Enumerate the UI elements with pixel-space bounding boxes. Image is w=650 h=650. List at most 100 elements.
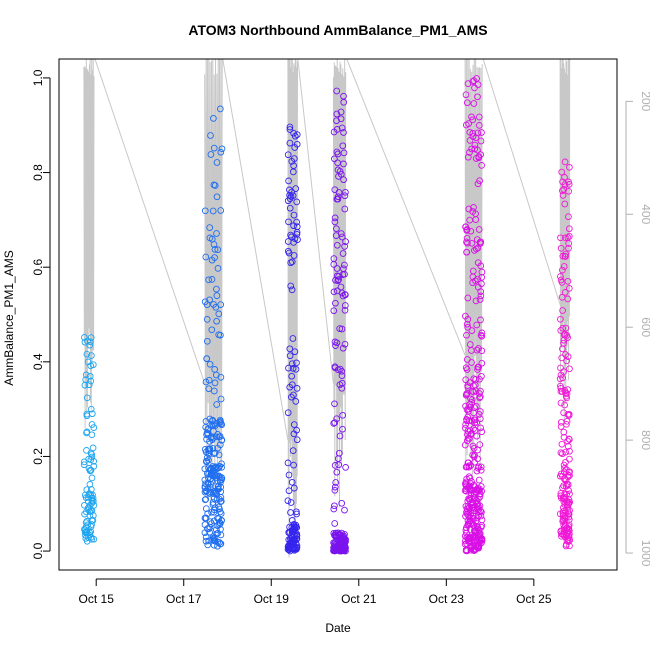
data-point xyxy=(565,496,573,504)
data-point xyxy=(293,229,301,236)
data-point xyxy=(202,495,210,503)
data-point xyxy=(213,230,220,237)
data-point xyxy=(476,393,484,401)
data-point xyxy=(86,341,94,349)
data-point xyxy=(217,207,225,214)
data-point xyxy=(215,310,223,318)
data-point xyxy=(475,363,482,371)
data-point xyxy=(463,390,470,398)
data-point xyxy=(331,214,339,222)
data-point xyxy=(565,244,572,252)
data-point xyxy=(216,508,224,516)
data-point xyxy=(217,301,225,308)
data-point xyxy=(210,517,218,525)
data-point xyxy=(333,543,341,550)
data-point xyxy=(463,524,470,532)
data-point xyxy=(564,507,572,515)
data-point xyxy=(87,352,95,359)
data-point xyxy=(565,285,573,292)
data-point xyxy=(291,235,299,242)
data-point xyxy=(216,105,224,113)
data-point xyxy=(477,512,485,520)
data-point xyxy=(473,236,481,243)
data-point xyxy=(290,522,298,529)
data-point xyxy=(289,365,297,372)
data-point xyxy=(476,441,484,448)
data-point xyxy=(293,198,301,206)
data-point xyxy=(81,334,88,341)
data-point xyxy=(475,154,483,162)
data-point xyxy=(330,505,338,513)
data-point xyxy=(206,528,213,536)
data-point xyxy=(557,364,564,372)
data-point xyxy=(204,541,212,549)
data-point xyxy=(468,399,476,406)
data-point xyxy=(557,449,565,457)
data-point xyxy=(466,403,474,411)
data-point xyxy=(464,427,472,435)
data-point xyxy=(462,376,470,384)
data-point xyxy=(339,142,347,150)
data-point xyxy=(463,248,471,256)
data-point xyxy=(477,292,485,300)
data-point xyxy=(463,540,470,547)
data-point xyxy=(558,354,566,362)
data-point xyxy=(286,345,294,353)
data-point xyxy=(217,488,225,496)
data-point xyxy=(557,315,564,323)
data-point xyxy=(334,150,342,158)
data-point xyxy=(334,166,342,174)
data-point xyxy=(285,471,293,479)
data-point xyxy=(561,401,568,409)
data-point xyxy=(332,299,339,307)
data-point xyxy=(213,285,220,293)
data-point xyxy=(565,410,573,418)
data-point xyxy=(472,216,480,223)
data-point xyxy=(206,360,214,368)
data-point xyxy=(565,225,573,233)
data-point xyxy=(560,263,568,270)
data-point xyxy=(288,478,296,486)
data-point xyxy=(216,505,223,513)
data-point xyxy=(566,365,573,373)
data-point xyxy=(563,357,570,365)
data-point xyxy=(463,234,471,242)
data-point xyxy=(473,419,480,426)
data-point xyxy=(290,391,297,399)
data-point xyxy=(217,395,225,403)
y-tick-label: 0.6 xyxy=(31,259,45,276)
data-point xyxy=(80,458,88,466)
data-point xyxy=(467,520,475,528)
data-point xyxy=(463,389,471,397)
data-point xyxy=(474,533,482,541)
data-point xyxy=(556,510,564,518)
data-point xyxy=(292,185,300,192)
data-point xyxy=(557,528,565,536)
data-point xyxy=(466,128,474,136)
data-point xyxy=(469,504,476,512)
data-point xyxy=(331,486,339,494)
data-point xyxy=(288,381,296,389)
data-point xyxy=(211,182,219,189)
data-point xyxy=(330,420,338,427)
data-point xyxy=(333,265,341,272)
data-point xyxy=(81,526,89,534)
data-point xyxy=(286,123,294,131)
data-point xyxy=(208,326,216,334)
data-point xyxy=(561,464,568,472)
data-point xyxy=(203,355,211,363)
data-point xyxy=(331,218,339,226)
data-point xyxy=(83,394,91,402)
data-point xyxy=(561,158,569,166)
data-point xyxy=(80,461,88,469)
data-point xyxy=(290,252,298,259)
data-point xyxy=(288,188,295,196)
data-point xyxy=(214,444,221,452)
data-point xyxy=(214,542,221,550)
data-point xyxy=(471,141,479,149)
data-point xyxy=(562,541,570,548)
data-point xyxy=(469,499,477,506)
data-point xyxy=(468,396,476,404)
